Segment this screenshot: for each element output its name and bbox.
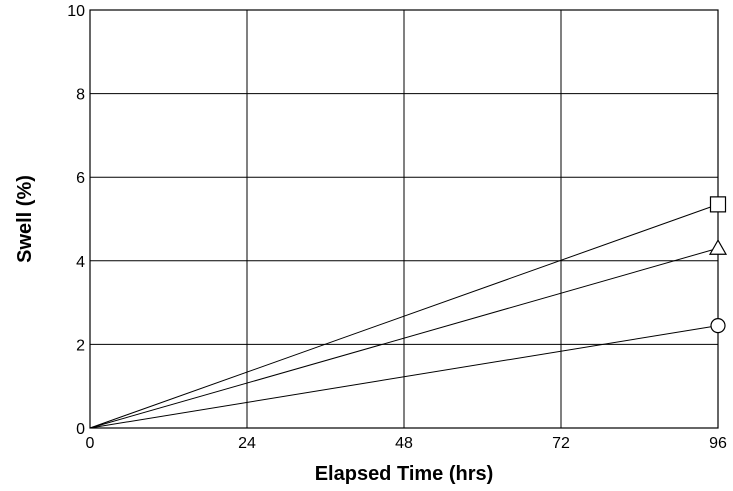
y-axis-title: Swell (%) xyxy=(14,175,36,263)
y-tick-label-0: 0 xyxy=(76,421,85,438)
y-tick-label-1: 2 xyxy=(76,337,85,354)
grid xyxy=(89,9,719,429)
data-point-circle-1 xyxy=(710,317,726,334)
series-line-triangle xyxy=(89,247,719,429)
x-tick-label-4: 96 xyxy=(709,435,727,452)
y-tick-label-2: 4 xyxy=(76,254,85,271)
series-triangle xyxy=(89,239,728,429)
series-square xyxy=(89,196,727,429)
series-layer xyxy=(89,196,728,429)
data-point-square-1 xyxy=(709,196,727,213)
x-tick-label-2: 48 xyxy=(395,435,413,452)
series-line-square xyxy=(89,203,719,429)
series-line-circle xyxy=(89,325,719,429)
x-tick-label-3: 72 xyxy=(552,435,570,452)
data-point-triangle-1 xyxy=(708,239,728,255)
x-tick-label-0: 0 xyxy=(86,435,95,452)
y-tick-label-3: 6 xyxy=(76,170,85,187)
x-tick-label-1: 24 xyxy=(238,435,256,452)
series-circle xyxy=(89,317,726,429)
y-tick-label-5: 10 xyxy=(67,3,85,20)
plot-frame xyxy=(89,9,719,429)
x-axis-title: Elapsed Time (hrs) xyxy=(315,463,494,485)
y-tick-label-4: 8 xyxy=(76,87,85,104)
